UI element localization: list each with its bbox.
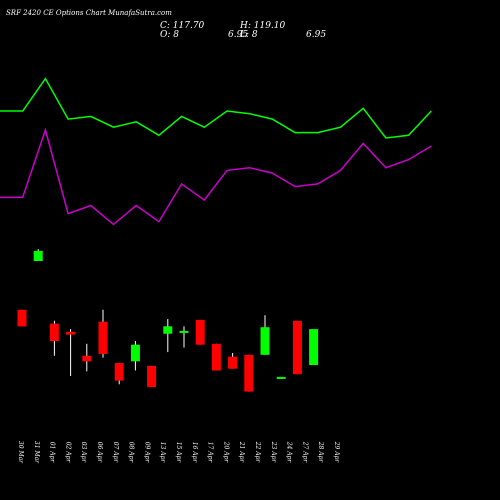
date-tick-label: 31 Mar bbox=[33, 441, 40, 464]
candlestick-group bbox=[17, 249, 319, 392]
candle-body bbox=[276, 376, 286, 379]
date-tick-label: 28 Apr bbox=[317, 441, 324, 464]
open-value-tail: 6.95 bbox=[228, 30, 248, 40]
date-tick-label: 30 Mar bbox=[17, 441, 24, 464]
line-series-group bbox=[0, 77, 432, 226]
candle-body bbox=[244, 354, 254, 392]
candle-body bbox=[292, 320, 302, 375]
candle-body bbox=[17, 309, 27, 327]
date-axis: 30 Mar 31 Mar 01 Apr 02 Apr 03 Apr 06 Apr 07 A… bbox=[17, 441, 340, 464]
low-value: L: 8 bbox=[239, 30, 258, 40]
candle-body bbox=[195, 319, 205, 345]
candle-body bbox=[260, 327, 270, 355]
date-tick-label: 06 Apr bbox=[96, 442, 103, 464]
date-tick-label: 09 Apr bbox=[143, 442, 150, 464]
low-value-tail: 6.95 bbox=[306, 30, 326, 40]
candle-body bbox=[309, 329, 319, 365]
date-tick-label: 17 Apr bbox=[207, 442, 214, 464]
date-tick-label: 15 Apr bbox=[175, 442, 182, 464]
chart-title: SRF 2420 CE Options Chart MunafaSutra.co… bbox=[6, 9, 172, 17]
candle-body bbox=[147, 365, 157, 388]
date-tick-label: 02 Apr bbox=[64, 442, 71, 464]
candle-body bbox=[163, 326, 173, 334]
candle-body bbox=[66, 331, 76, 335]
date-tick-label: 21 Apr bbox=[238, 441, 245, 464]
candle-body bbox=[130, 344, 140, 362]
date-tick-label: 20 Apr bbox=[222, 441, 229, 464]
date-tick-label: 13 Apr bbox=[159, 442, 166, 464]
high-value: H: 119.10 bbox=[239, 21, 286, 31]
date-tick-label: 01 Apr bbox=[49, 442, 56, 464]
date-tick-label: 07 Apr bbox=[112, 442, 119, 464]
date-tick-label: 29 Apr bbox=[333, 441, 340, 464]
date-tick-label: 24 Apr bbox=[286, 441, 293, 464]
date-tick-label: 27 Apr bbox=[301, 441, 308, 464]
date-tick-label: 03 Apr bbox=[80, 442, 87, 464]
candle-body bbox=[49, 323, 59, 342]
candle-body bbox=[211, 343, 221, 371]
date-tick-label: 22 Apr bbox=[254, 441, 261, 464]
close-value: C: 117.70 bbox=[160, 21, 205, 31]
candle-body bbox=[82, 355, 92, 362]
green-line-series bbox=[0, 77, 432, 139]
date-tick-label: 23 Apr bbox=[270, 441, 277, 464]
candle-body bbox=[228, 356, 238, 369]
date-tick-label: 16 Apr bbox=[191, 442, 198, 464]
candle-body bbox=[33, 250, 43, 261]
candle-body bbox=[114, 363, 124, 381]
candle-body bbox=[179, 330, 189, 333]
open-value: O: 8 bbox=[160, 30, 179, 40]
magenta-line-series bbox=[0, 127, 432, 226]
candle-body bbox=[98, 321, 108, 354]
date-tick-label: 08 Apr bbox=[128, 442, 135, 464]
